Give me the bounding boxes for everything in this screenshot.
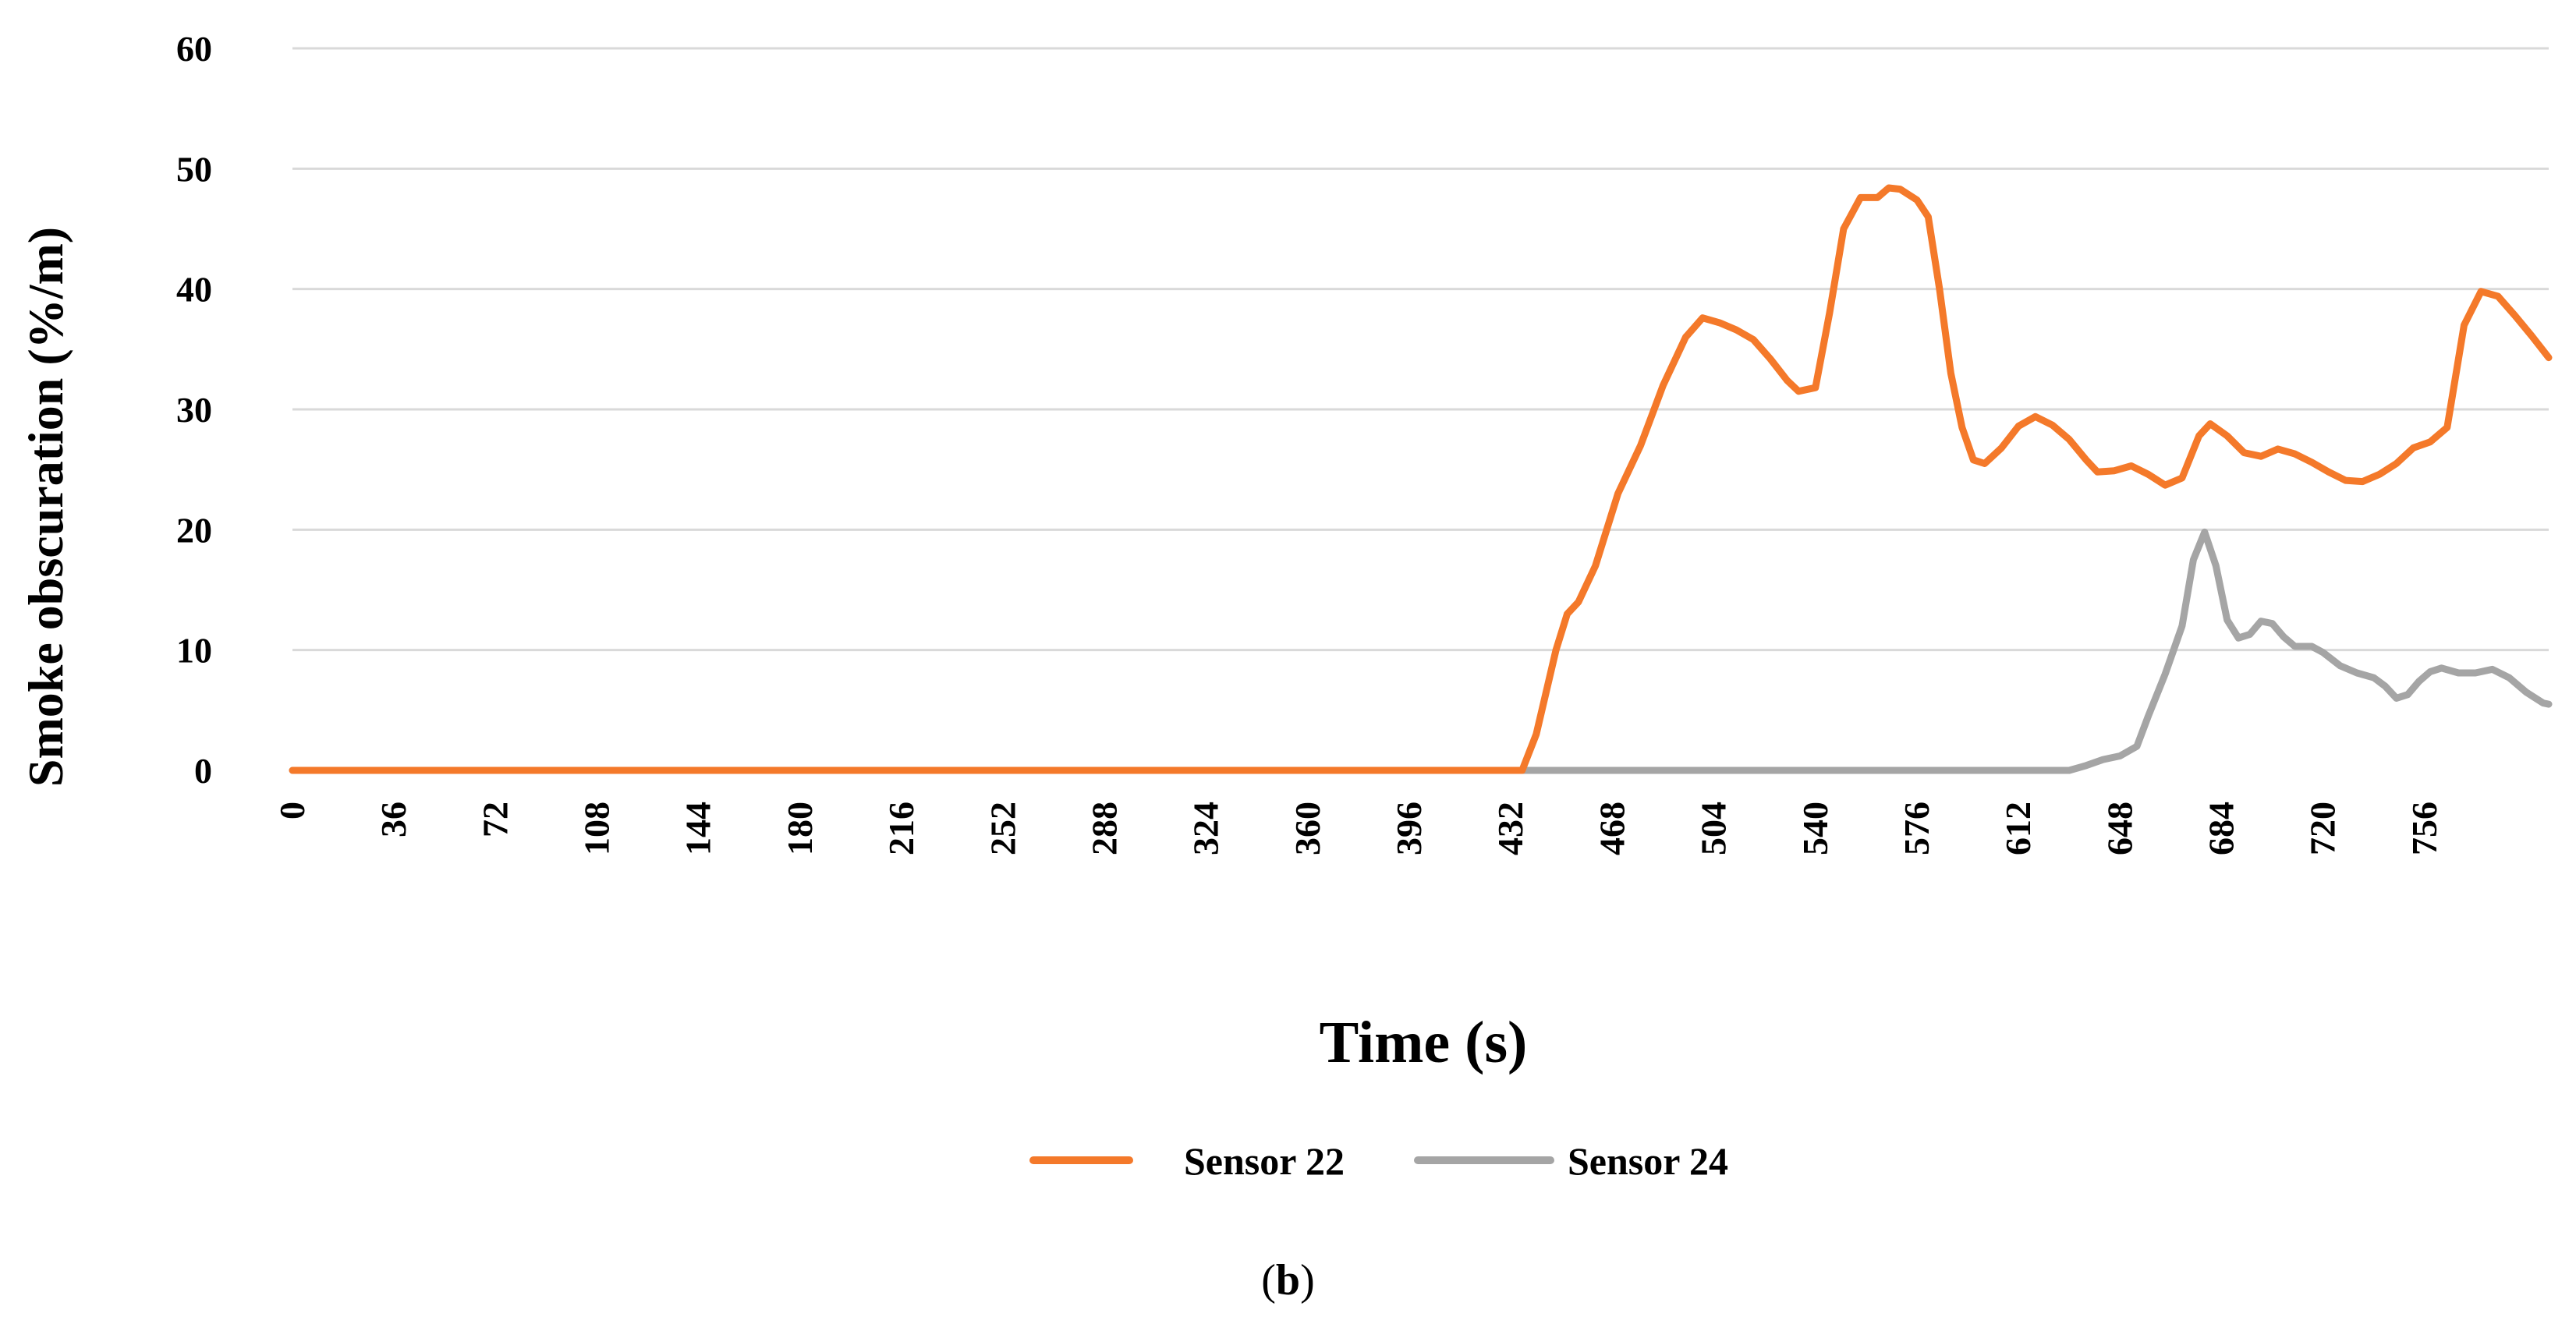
y-axis-title: Smoke obscuration (%/m) [18, 227, 73, 787]
x-tick-label: 468 [1592, 802, 1632, 855]
x-tick-label: 396 [1389, 802, 1429, 855]
x-tick-label: 432 [1490, 802, 1530, 855]
y-tick-label: 30 [176, 390, 212, 430]
x-tick-label: 180 [780, 802, 820, 855]
y-tick-label: 20 [176, 510, 212, 550]
y-tick-label: 0 [194, 751, 212, 791]
series-line-sensor-22 [289, 184, 2553, 774]
x-axis-title: Time (s) [1320, 1010, 1528, 1075]
x-tick-label: 144 [679, 802, 718, 855]
x-tick-label: 252 [983, 802, 1022, 855]
panel-label: (b) [0, 1255, 2576, 1305]
series-lines [289, 184, 2553, 774]
x-tick-label: 576 [1897, 802, 1936, 855]
x-tick-label: 36 [374, 802, 413, 837]
series-line-sensor-24 [289, 528, 2553, 774]
x-tick-label: 684 [2202, 802, 2241, 855]
y-tick-labels: 0 10 20 30 40 50 60 [176, 29, 212, 791]
y-tick-label: 50 [176, 149, 212, 189]
x-tick-label: 360 [1288, 802, 1327, 855]
legend: Sensor 22 Sensor 24 [1029, 1139, 1728, 1183]
x-tick-label: 0 [272, 802, 312, 820]
panel-label-letter: b [1275, 1256, 1301, 1305]
x-tick-label: 612 [1998, 802, 2038, 855]
x-tick-label: 756 [2404, 802, 2444, 855]
panel-label-close: ) [1300, 1256, 1315, 1305]
legend-entry: Sensor 22 [1184, 1139, 1345, 1183]
x-tick-label: 216 [881, 802, 921, 855]
x-tick-label: 648 [2099, 802, 2139, 855]
y-tick-label: 60 [176, 29, 212, 69]
x-tick-labels: 0 36 72 108 144 180 216 252 288 324 360 396 432 468 50… [272, 802, 2444, 855]
x-tick-label: 540 [1795, 802, 1835, 855]
x-tick-label: 504 [1694, 802, 1734, 855]
x-tick-label: 288 [1084, 802, 1124, 855]
x-tick-label: 72 [475, 802, 515, 837]
y-tick-label: 10 [176, 631, 212, 671]
legend-entry: Sensor 24 [1568, 1139, 1728, 1183]
x-tick-label: 720 [2303, 802, 2343, 855]
panel-label-open: ( [1261, 1256, 1276, 1305]
x-tick-label: 108 [577, 802, 617, 855]
x-tick-label: 324 [1186, 802, 1226, 855]
y-tick-label: 40 [176, 270, 212, 310]
